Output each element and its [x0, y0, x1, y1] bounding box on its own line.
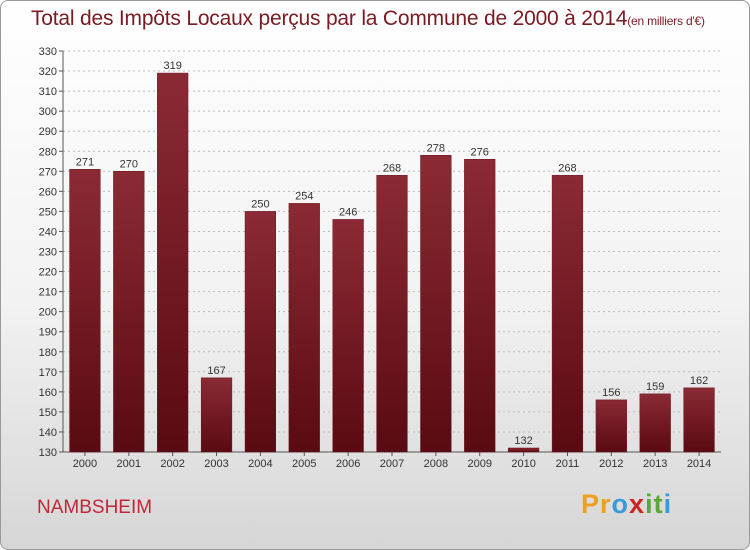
bar	[69, 169, 101, 453]
logo-letter: r	[600, 489, 612, 519]
labels: 130 140 150 160 170 180 190 200 210 220 230 240 250 2…	[39, 46, 712, 470]
bar-value-label: 246	[339, 206, 357, 218]
x-tick-label: 2008	[424, 458, 448, 470]
y-tick-label: 290	[39, 126, 57, 138]
bar	[113, 171, 145, 453]
y-tick-label: 300	[39, 106, 57, 118]
bar	[157, 72, 189, 453]
chart-title: Total des Impôts Locaux perçus par la Co…	[31, 7, 705, 31]
y-tick-label: 330	[39, 46, 57, 58]
bar	[507, 447, 540, 453]
y-tick-label: 220	[39, 267, 57, 279]
bar-value-label: 270	[120, 158, 138, 170]
y-tick-label: 200	[39, 307, 57, 319]
commune-name: NAMBSHEIM	[37, 497, 153, 518]
y-tick-label: 180	[39, 347, 57, 359]
bar-value-label: 167	[207, 365, 225, 377]
bar-value-label: 159	[646, 381, 664, 393]
bars	[69, 72, 715, 453]
x-tick-label: 2000	[73, 458, 97, 470]
bar	[551, 175, 584, 453]
proxiti-logo: Proxiti	[581, 489, 672, 520]
bar-value-label: 162	[690, 375, 708, 387]
bar	[244, 211, 277, 453]
logo-letter: x	[629, 489, 646, 519]
bar-value-label: 254	[295, 190, 313, 202]
bar	[683, 387, 715, 453]
bar-value-label: 276	[471, 146, 489, 158]
bar-value-label: 278	[427, 142, 445, 154]
bar-value-label: 156	[602, 387, 620, 399]
y-tick-label: 150	[39, 407, 57, 419]
bar-value-label: 268	[383, 162, 401, 174]
y-tick-label: 130	[39, 447, 57, 459]
x-tick-label: 2011	[556, 458, 580, 470]
y-tick-label: 260	[39, 186, 57, 198]
bar-value-label: 268	[558, 162, 576, 174]
y-tick-label: 210	[39, 287, 57, 299]
x-tick-label: 2007	[380, 458, 404, 470]
bar	[639, 393, 671, 453]
logo-letter: P	[581, 489, 601, 519]
x-tick-label: 2005	[292, 458, 316, 470]
bar	[464, 159, 496, 453]
bar	[595, 399, 627, 453]
y-tick-label: 230	[39, 247, 57, 259]
x-tick-label: 2003	[204, 458, 228, 470]
bar	[332, 219, 364, 453]
chart-title-main: Total des Impôts Locaux perçus par la Co…	[31, 7, 628, 30]
chart-subtitle: (en milliers d'€)	[627, 14, 705, 28]
bar-value-label: 132	[514, 435, 532, 447]
logo-letter: i	[645, 489, 654, 519]
x-tick-label: 2001	[117, 458, 141, 470]
bar	[200, 377, 233, 453]
x-tick-label: 2002	[160, 458, 184, 470]
x-tick-label: 2009	[467, 458, 491, 470]
y-tick-label: 190	[39, 327, 57, 339]
bar	[288, 203, 320, 453]
x-tick-label: 2010	[511, 458, 535, 470]
y-tick-label: 250	[39, 206, 57, 218]
y-tick-label: 160	[39, 387, 57, 399]
y-tick-label: 140	[39, 427, 57, 439]
bar	[376, 175, 408, 453]
x-tick-label: 2004	[248, 458, 272, 470]
y-tick-label: 170	[39, 367, 57, 379]
logo-letter: o	[611, 489, 630, 519]
x-tick-label: 2012	[599, 458, 623, 470]
y-tick-label: 310	[39, 86, 57, 98]
y-tick-label: 280	[39, 146, 57, 158]
bar-value-label: 319	[163, 60, 181, 72]
bar	[420, 155, 452, 453]
x-tick-label: 2013	[643, 458, 667, 470]
x-tick-label: 2006	[336, 458, 360, 470]
y-tick-label: 270	[39, 166, 57, 178]
logo-letter: t	[653, 489, 664, 519]
y-tick-label: 240	[39, 226, 57, 238]
bar-value-label: 271	[76, 156, 94, 168]
y-tick-label: 320	[39, 66, 57, 78]
x-tick-label: 2014	[687, 458, 711, 470]
bar-value-label: 250	[251, 198, 269, 210]
logo-letter: i	[663, 489, 673, 519]
